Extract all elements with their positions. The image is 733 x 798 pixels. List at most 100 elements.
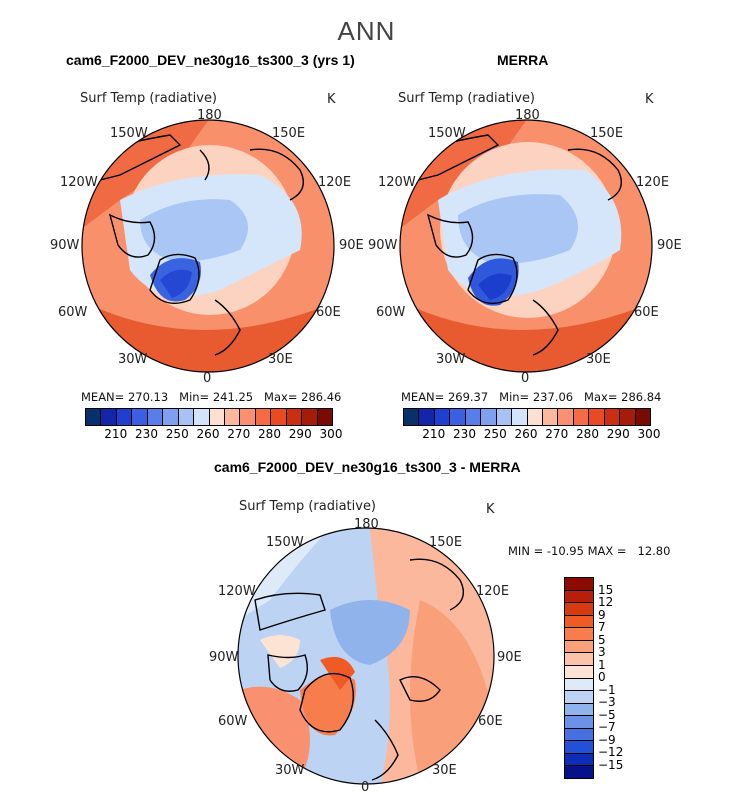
- panel-2-lon-120w: 120W: [378, 175, 416, 190]
- colorbar-tick-label: 290: [606, 427, 630, 441]
- panel-3-lon-60e: 60E: [478, 714, 503, 729]
- panel-3-lon-0: 0: [361, 780, 370, 795]
- panel-1-variable-label: Surf Temp (radiative): [80, 91, 218, 106]
- colorbar-swatch: [163, 409, 179, 425]
- colorbar-swatch: [147, 409, 164, 425]
- colorbar-tick-label: 290: [288, 427, 312, 441]
- colorbar-swatch: [565, 640, 593, 654]
- panel-3-map: [238, 528, 494, 784]
- colorbar-tick-label: −1: [598, 682, 616, 697]
- panel-2-lon-0: 0: [521, 371, 530, 386]
- colorbar-swatch: [86, 409, 102, 425]
- colorbar-swatch: [178, 409, 195, 425]
- colorbar-swatch: [573, 409, 590, 425]
- colorbar-swatch: [565, 578, 593, 591]
- colorbar-tick-label: 260: [514, 427, 538, 441]
- panel-2-lon-60e: 60E: [634, 305, 659, 320]
- panel-2-colorbar: [403, 408, 651, 426]
- colorbar-tick-label: 5: [598, 632, 606, 647]
- panel-1-colorbar-ticks: 210 230 250 260 270 280 290 300: [85, 427, 342, 443]
- panel-3-lon-60w: 60W: [218, 714, 248, 729]
- panel-2-map: [400, 120, 652, 372]
- colorbar-tick-label: 250: [165, 427, 189, 441]
- panel-3-lon-150w: 150W: [266, 535, 304, 550]
- panel-2-units: K: [645, 92, 654, 107]
- panel-1-lon-150w: 150W: [110, 126, 148, 141]
- panel-3-variable-label: Surf Temp (radiative): [239, 499, 377, 514]
- panel-3-lon-30w: 30W: [275, 763, 305, 778]
- colorbar-tick-label: 0: [598, 670, 606, 684]
- panel-3-colorbar: [564, 577, 594, 779]
- colorbar-swatch: [620, 409, 636, 425]
- colorbar-swatch: [565, 628, 593, 641]
- panel-1-lon-0: 0: [203, 371, 212, 386]
- colorbar-tick-label: 230: [135, 427, 158, 441]
- colorbar-swatch: [527, 409, 543, 425]
- colorbar-tick-label: −9: [598, 732, 616, 747]
- colorbar-swatch: [565, 766, 593, 778]
- colorbar-swatch: [496, 409, 513, 425]
- colorbar-tick-label: 250: [483, 427, 507, 441]
- panel-3-lon-90e: 90E: [497, 650, 522, 665]
- colorbar-swatch: [240, 409, 256, 425]
- panel-1-colorbar: [85, 408, 333, 426]
- colorbar-swatch: [565, 703, 593, 717]
- colorbar-swatch: [302, 409, 318, 425]
- panel-2-lon-120e: 120E: [636, 175, 670, 190]
- colorbar-swatch: [286, 409, 303, 425]
- colorbar-tick-label: 3: [598, 645, 606, 659]
- panel-3-lon-120e: 120E: [476, 584, 510, 599]
- colorbar-tick-label: 15: [598, 582, 614, 597]
- colorbar-swatch: [565, 615, 593, 629]
- panel-3-lon-180: 180: [354, 517, 379, 532]
- panel-3-lon-120w: 120W: [218, 584, 256, 599]
- colorbar-swatch: [542, 409, 559, 425]
- colorbar-tick-label: 1: [598, 657, 606, 672]
- colorbar-swatch: [565, 653, 593, 666]
- colorbar-swatch: [604, 409, 621, 425]
- colorbar-swatch: [317, 409, 332, 425]
- panel-3-lon-150e: 150E: [429, 535, 463, 550]
- panel-1-lon-180: 180: [197, 108, 222, 123]
- panel-3-stats: MIN = -10.95 MAX = 12.80: [508, 544, 671, 558]
- colorbar-swatch: [565, 716, 593, 729]
- colorbar-swatch: [635, 409, 650, 425]
- panel-2-lon-90w: 90W: [368, 238, 398, 253]
- colorbar-swatch: [434, 409, 451, 425]
- panel-1-lon-30e: 30E: [268, 352, 293, 367]
- panel-3-lon-90w: 90W: [209, 650, 239, 665]
- colorbar-swatch: [465, 409, 482, 425]
- panel-3-units: K: [486, 502, 495, 517]
- panel-2-lon-150e: 150E: [590, 126, 624, 141]
- panel-2-heading: MERRA: [497, 52, 549, 68]
- colorbar-tick-label: 230: [453, 427, 476, 441]
- colorbar-tick-label: 280: [258, 427, 281, 441]
- panel-2-lon-30e: 30E: [586, 352, 611, 367]
- colorbar-swatch: [450, 409, 466, 425]
- panel-1-stats: MEAN= 270.13 Min= 241.25 Max= 286.46: [81, 390, 342, 404]
- colorbar-swatch: [565, 691, 593, 704]
- colorbar-tick-label: 210: [104, 427, 128, 441]
- panel-3-lon-30e: 30E: [432, 763, 457, 778]
- colorbar-tick-label: 12: [598, 595, 614, 609]
- colorbar-swatch: [419, 409, 435, 425]
- panel-1-lon-60e: 60E: [316, 305, 341, 320]
- panel-2-lon-90e: 90E: [657, 238, 682, 253]
- figure-title: ANN: [337, 16, 396, 46]
- panel-1-lon-150e: 150E: [272, 126, 306, 141]
- colorbar-swatch: [194, 409, 210, 425]
- colorbar-swatch: [565, 665, 593, 679]
- colorbar-tick-label: −15: [598, 757, 624, 772]
- panel-2-lon-60w: 60W: [376, 305, 406, 320]
- colorbar-swatch: [224, 409, 241, 425]
- colorbar-tick-label: 270: [545, 427, 569, 441]
- colorbar-swatch: [589, 409, 605, 425]
- colorbar-swatch: [565, 728, 593, 742]
- colorbar-swatch: [481, 409, 497, 425]
- colorbar-tick-label: 270: [227, 427, 251, 441]
- colorbar-swatch: [565, 678, 593, 692]
- panel-3-heading: cam6_F2000_DEV_ne30g16_ts300_3 - MERRA: [214, 459, 521, 475]
- panel-1-heading: cam6_F2000_DEV_ne30g16_ts300_3 (yrs 1): [66, 52, 355, 68]
- panel-1-lon-30w: 30W: [118, 352, 148, 367]
- colorbar-tick-label: −3: [598, 695, 616, 709]
